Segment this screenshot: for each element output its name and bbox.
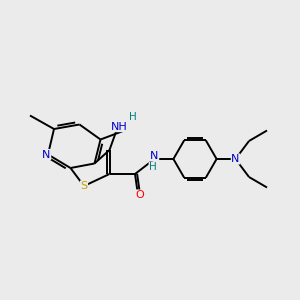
Text: S: S — [80, 181, 88, 191]
Text: NH: NH — [111, 122, 128, 132]
Text: H: H — [149, 162, 157, 172]
Text: H: H — [129, 112, 136, 122]
Text: N: N — [150, 151, 159, 161]
Text: O: O — [135, 190, 144, 200]
Text: N: N — [231, 154, 240, 164]
Text: N: N — [42, 149, 51, 160]
